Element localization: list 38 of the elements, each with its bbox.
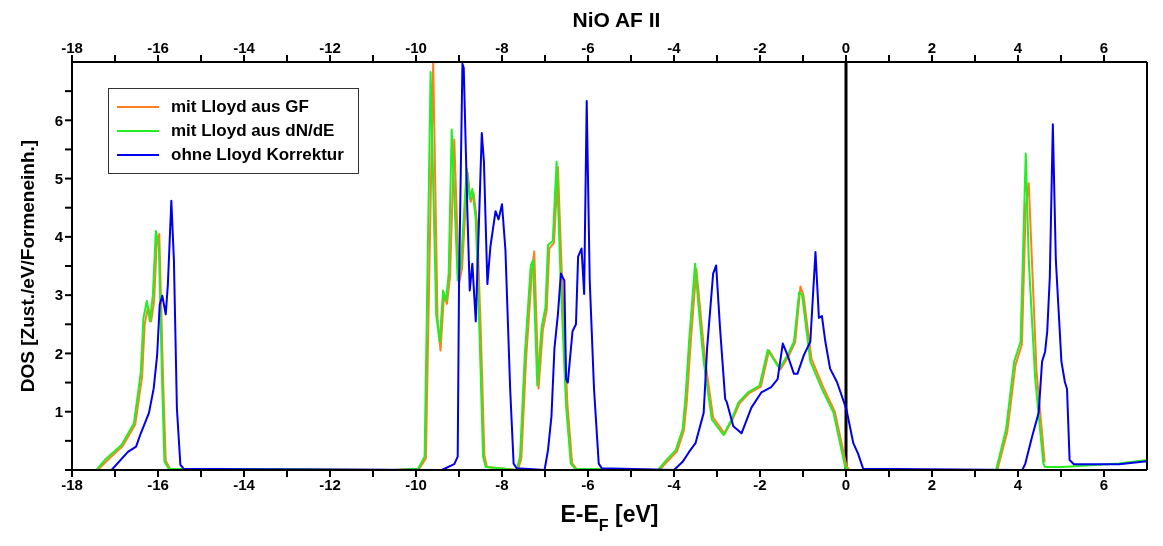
x2-tick-label: -14 [233,39,256,56]
legend-label: mit Lloyd aus GF [171,97,309,117]
x-tick-label: -4 [667,475,682,493]
y-tick-label: 5 [54,169,63,187]
x-tick-label: -6 [581,475,595,493]
x2-tick-label: -12 [319,39,341,56]
y-tick-label: 6 [54,111,63,129]
y-axis-title: DOS [Zust./eV/Formeneinh.] [17,139,38,393]
x2-tick-label: -10 [405,39,427,56]
x2-tick-label: 6 [1099,39,1109,56]
legend-label: ohne Lloyd Korrektur [171,145,344,165]
y-tick-label: 2 [54,344,63,362]
x-tick-label: -12 [319,475,341,493]
chart-title: NiO AF II [572,8,661,31]
x-tick-label: -8 [495,475,509,493]
x2-tick-label: -2 [753,39,767,56]
x-tick-label: -16 [147,475,169,493]
x2-tick-label: -4 [667,39,682,56]
y-tick-label: 1 [54,403,63,421]
x2-tick-label: -16 [147,39,169,56]
x2-tick-label: -8 [495,39,509,56]
x-tick-label: -18 [61,475,83,493]
x-tick-label: -10 [405,475,427,493]
legend-label: mit Lloyd aus dN/dE [171,121,335,141]
x-tick-label: 0 [841,475,851,493]
x2-tick-label: -6 [581,39,595,56]
x-tick-label: 4 [1013,475,1023,493]
x2-tick-label: 2 [927,39,937,56]
x2-tick-label: -18 [61,39,83,56]
x-tick-label: 2 [927,475,937,493]
x-tick-label: -14 [233,475,256,493]
x-tick-label: 6 [1099,475,1109,493]
x-axis-title: E-E$_{F}$ [eV] [560,501,659,534]
y-tick-label: 4 [54,228,64,246]
x2-tick-label: 4 [1013,39,1023,56]
x2-tick-label: 0 [841,39,851,56]
x-tick-label: -2 [753,475,767,493]
y-tick-label: 3 [54,286,63,304]
